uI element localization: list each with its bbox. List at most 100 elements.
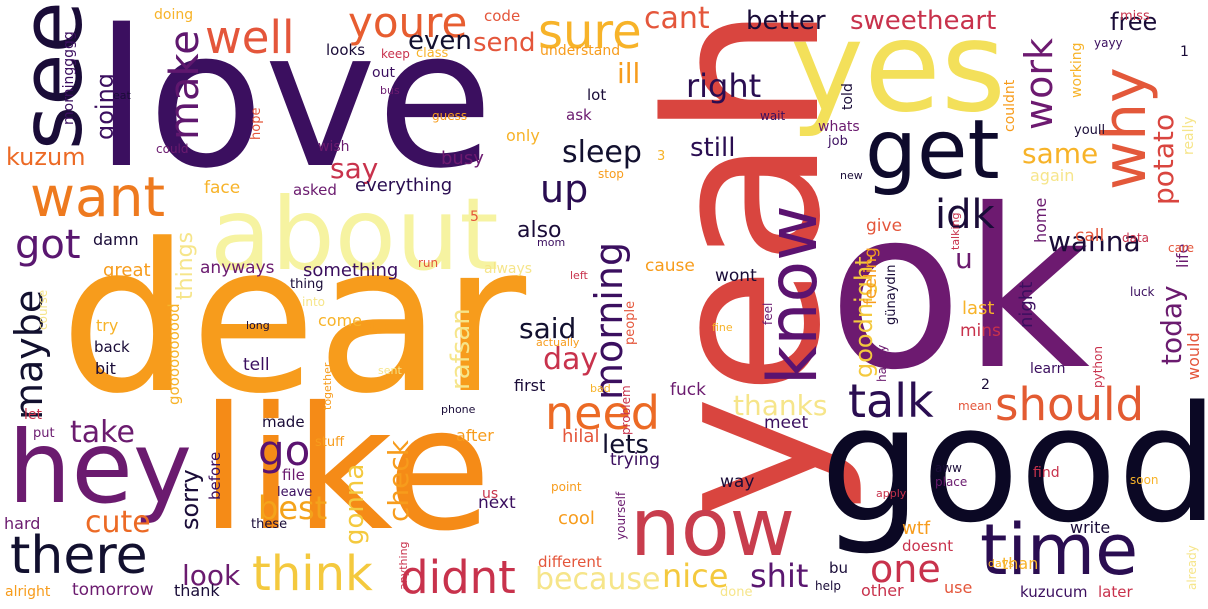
cloud-word: one <box>870 547 941 591</box>
cloud-word: into <box>302 295 325 309</box>
cloud-word: mom <box>537 236 566 249</box>
cloud-word: stop <box>598 167 624 181</box>
cloud-word: hope <box>249 107 264 140</box>
cloud-word: later <box>1098 583 1133 601</box>
cloud-word: trying <box>610 450 661 470</box>
cloud-word: yayy <box>1094 36 1123 50</box>
cloud-word: leave <box>277 485 313 500</box>
cloud-word: left <box>570 269 588 282</box>
cloud-word: apply <box>876 487 907 500</box>
cloud-word: come <box>318 311 363 330</box>
cloud-word: morninggggg <box>61 31 77 125</box>
cloud-word: send <box>473 28 536 58</box>
cloud-word: code <box>484 7 521 25</box>
cloud-word: way <box>720 472 755 492</box>
cloud-word: us <box>482 486 499 502</box>
cloud-word: python <box>1091 346 1105 388</box>
cloud-word: next <box>478 493 516 513</box>
cloud-word: u <box>955 242 973 275</box>
cloud-word: same <box>1022 137 1099 170</box>
cloud-word: let <box>24 407 42 423</box>
cloud-word: luck <box>1130 285 1155 299</box>
cloud-word: wish <box>318 139 350 155</box>
cloud-word: because <box>535 562 661 597</box>
cloud-word: up <box>540 167 589 211</box>
cloud-word: learn <box>1030 361 1066 377</box>
cloud-word: call <box>1075 226 1105 246</box>
cloud-word: time <box>980 509 1139 591</box>
cloud-word: anything <box>397 541 410 590</box>
cloud-word: happy <box>875 344 889 382</box>
cloud-word: hard <box>4 514 41 533</box>
cloud-word: asked <box>293 181 337 199</box>
cloud-word: bu <box>829 559 849 577</box>
cloud-word: face <box>204 178 241 198</box>
cloud-word: out <box>372 65 395 81</box>
cloud-word: dear <box>60 201 527 439</box>
cloud-word: could <box>156 142 189 156</box>
cloud-word: hey <box>8 409 193 526</box>
cloud-word: file <box>282 466 305 484</box>
cloud-word: other <box>861 581 904 600</box>
cloud-word: 2 <box>981 377 990 393</box>
cloud-word: sure <box>538 4 642 60</box>
cloud-word: still <box>690 133 736 163</box>
cloud-word: want <box>30 165 166 229</box>
cloud-word: get <box>865 103 1000 198</box>
cloud-word: say <box>330 152 379 185</box>
cloud-word: point <box>551 480 582 494</box>
cloud-word: run <box>418 256 439 270</box>
cloud-word: bus <box>380 84 400 97</box>
cloud-word: done <box>720 585 753 600</box>
cloud-word: already <box>1185 545 1199 590</box>
cloud-word: talk <box>848 374 934 428</box>
cloud-word: better <box>746 6 826 36</box>
cloud-word: course <box>36 289 50 330</box>
cloud-word: also <box>517 218 562 243</box>
cloud-word: cant <box>644 1 710 36</box>
cloud-word: after <box>456 426 494 445</box>
cloud-word: wont <box>715 266 757 286</box>
cloud-word: really <box>1181 116 1197 155</box>
cloud-word: good <box>820 371 1208 558</box>
cloud-word: would <box>1184 332 1203 380</box>
cloud-word: goooooooood <box>165 303 183 405</box>
cloud-word: need <box>545 386 660 440</box>
cloud-word: know <box>754 205 833 385</box>
cloud-word: 3 <box>657 149 666 164</box>
cloud-word: sent <box>378 364 402 377</box>
cloud-word: miss <box>1120 9 1150 24</box>
cloud-word: great <box>103 260 151 281</box>
cloud-word: well <box>205 11 295 64</box>
cloud-word: night <box>1016 281 1037 328</box>
cloud-word: ill <box>617 57 641 90</box>
cloud-word: potato <box>1147 113 1180 205</box>
cloud-word: got <box>15 222 81 268</box>
cloud-word: only <box>506 126 540 145</box>
cloud-word: care <box>1168 241 1195 255</box>
cloud-word: cute <box>85 505 151 540</box>
cloud-word: job <box>828 134 848 149</box>
cloud-word: meet <box>764 413 809 433</box>
cloud-word: feel <box>761 302 775 325</box>
cloud-word: actually <box>536 336 580 349</box>
cloud-word: talking <box>949 212 962 251</box>
cloud-word: thank <box>174 581 220 600</box>
cloud-word: wait <box>760 109 786 123</box>
cloud-word: stupid <box>366 320 401 333</box>
cloud-word: see <box>3 1 102 150</box>
cloud-word: bit <box>95 359 116 378</box>
cloud-word: put <box>33 426 55 441</box>
cloud-word: long <box>246 319 270 332</box>
cloud-word: make <box>162 30 208 140</box>
cloud-word: best <box>258 489 328 527</box>
cloud-word: again <box>1030 166 1075 185</box>
cloud-word: different <box>538 553 602 571</box>
cloud-word: back <box>94 338 130 356</box>
cloud-word: bad <box>590 382 611 395</box>
cloud-word: mins <box>960 321 1001 341</box>
cloud-word: try <box>96 316 119 335</box>
cloud-word: something <box>303 260 399 281</box>
cloud-word: write <box>1070 518 1111 537</box>
cloud-word: days <box>988 557 1014 570</box>
